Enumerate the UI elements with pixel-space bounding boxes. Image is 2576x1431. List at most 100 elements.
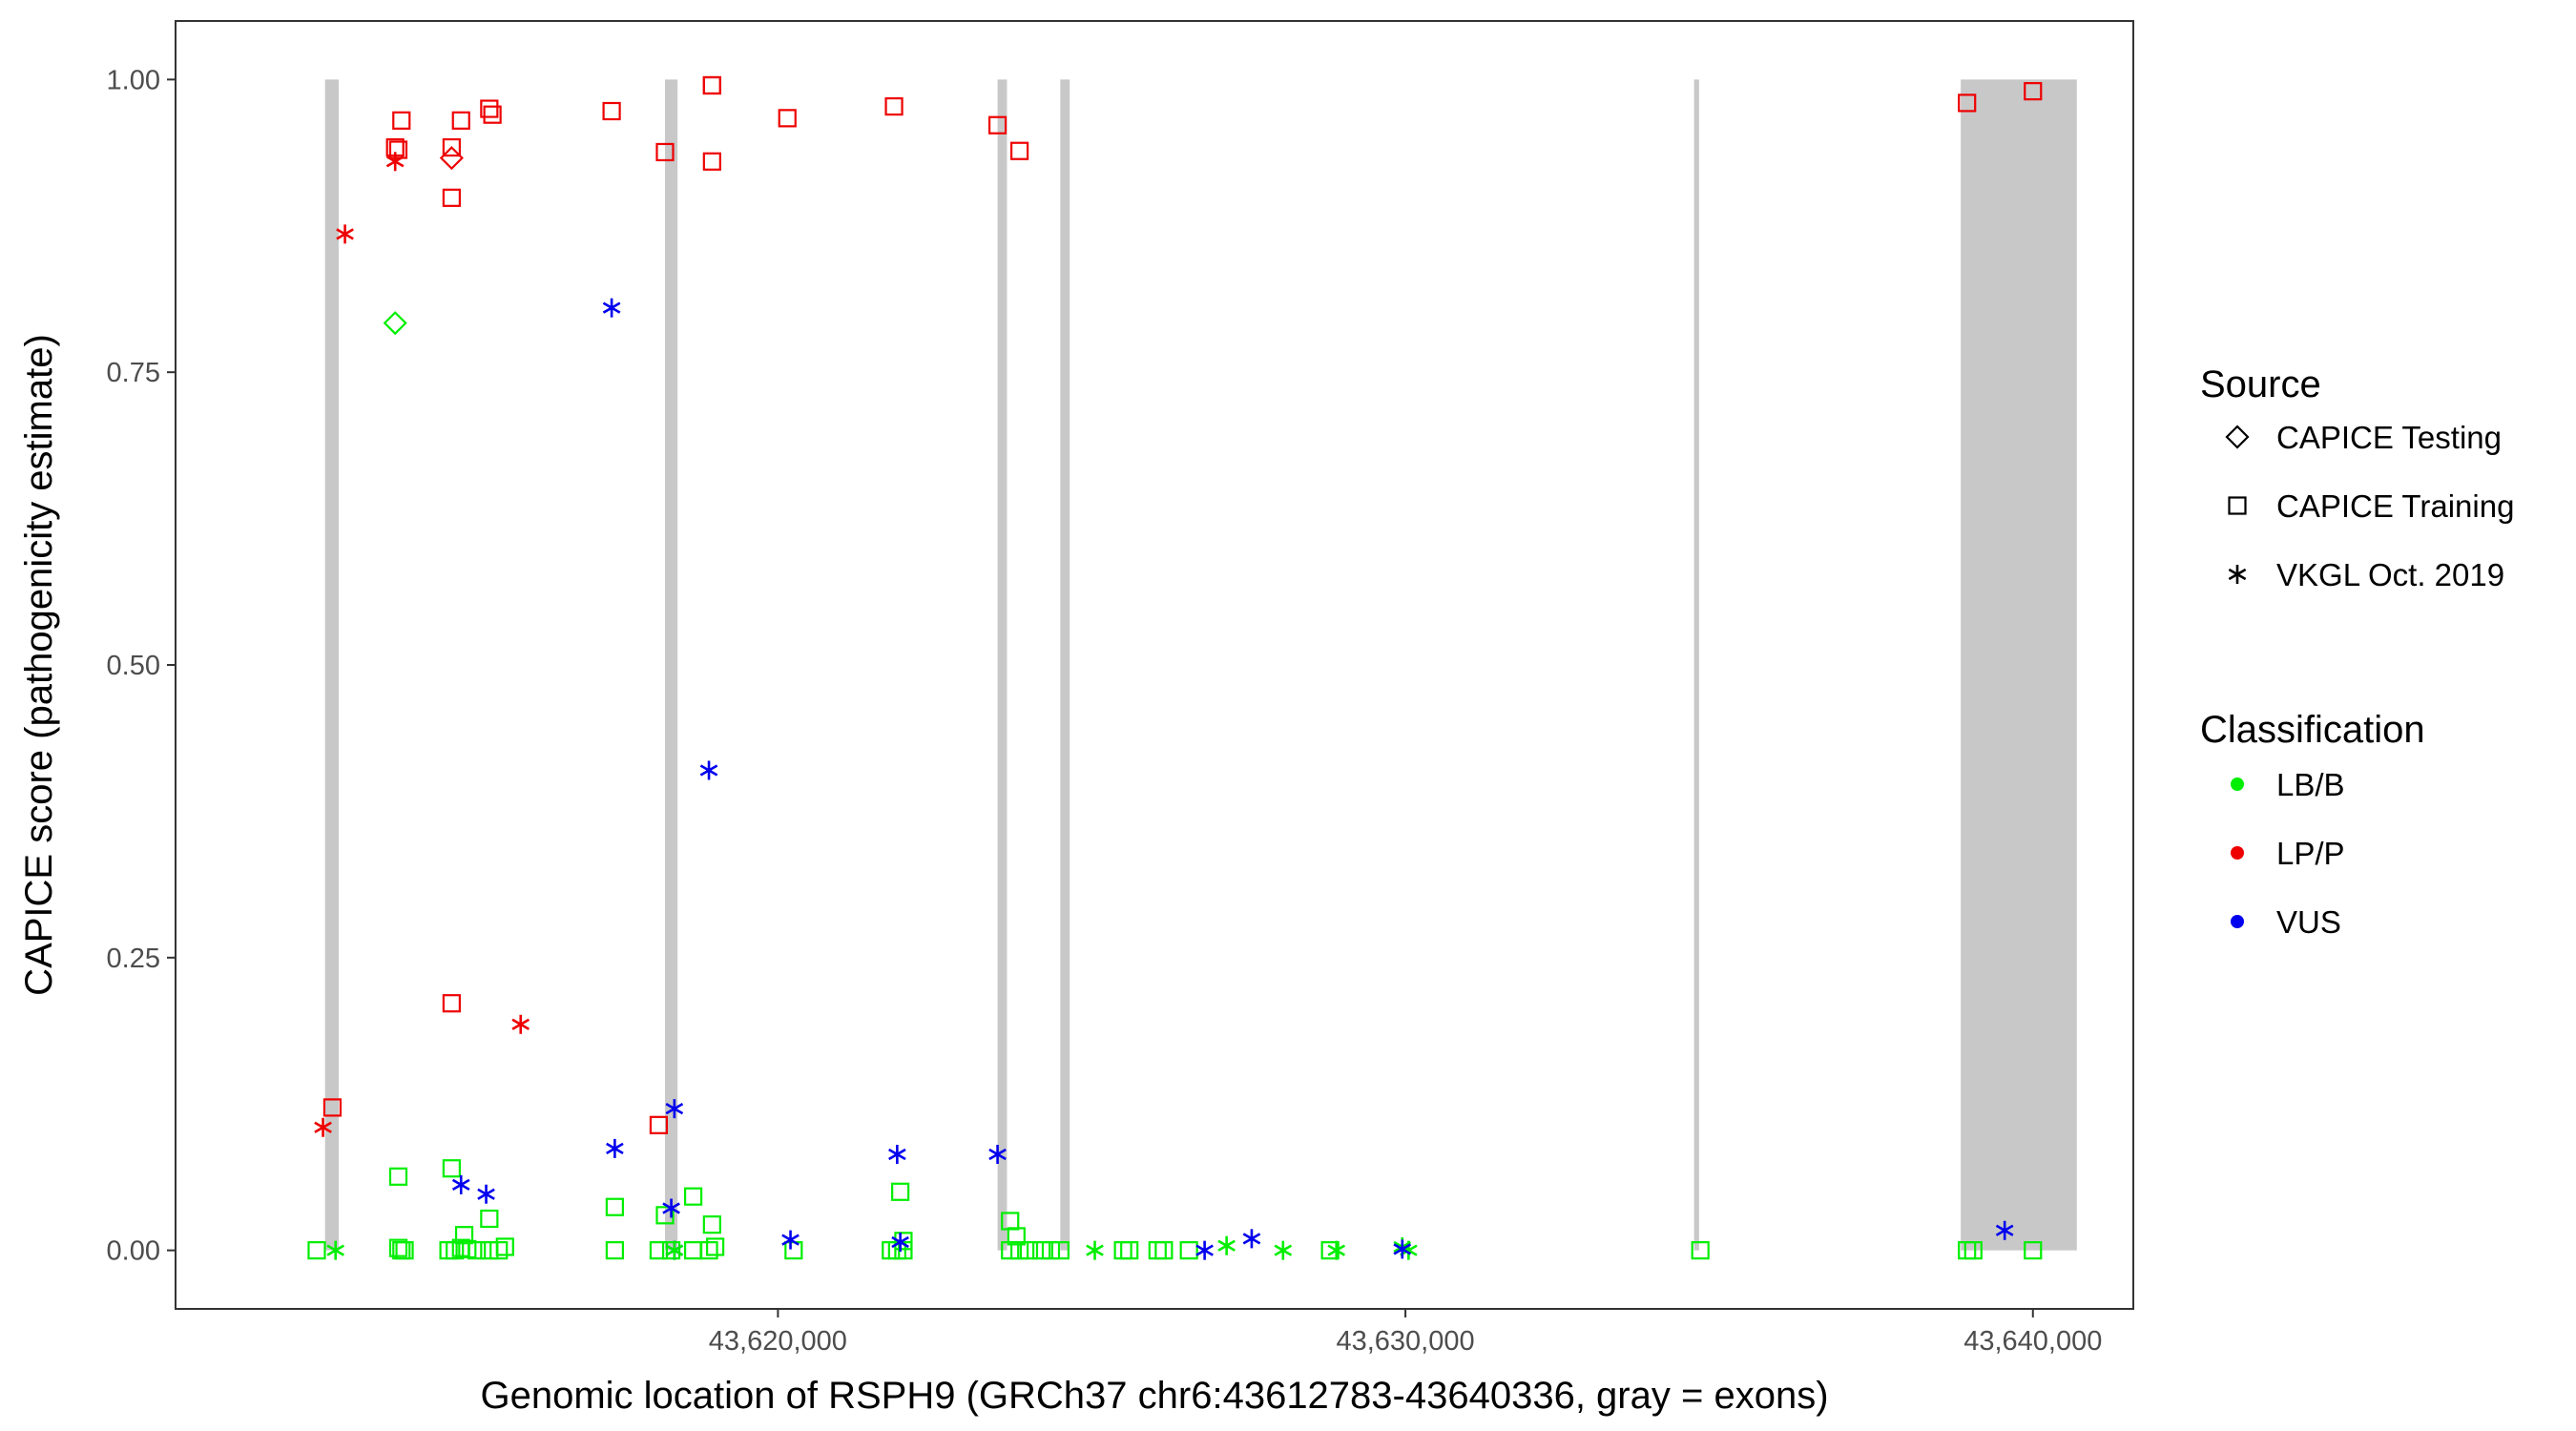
data-point bbox=[388, 1238, 408, 1257]
data-point bbox=[454, 1226, 474, 1245]
data-point bbox=[894, 1241, 913, 1260]
data-point bbox=[1691, 1241, 1710, 1260]
data-point bbox=[336, 224, 354, 244]
data-point bbox=[2024, 82, 2043, 101]
data-point bbox=[1217, 1235, 1236, 1255]
y-tick-label: 0.25 bbox=[107, 944, 160, 974]
data-point bbox=[655, 142, 675, 162]
legend-source-item: CAPICE Testing bbox=[2225, 420, 2502, 455]
data-point bbox=[665, 1099, 684, 1119]
data-point bbox=[442, 188, 461, 207]
data-point bbox=[894, 1232, 913, 1251]
data-point bbox=[1019, 1241, 1039, 1260]
data-point bbox=[891, 1233, 909, 1253]
data-point bbox=[1327, 1240, 1346, 1260]
legend-classification-item: LB/B bbox=[2231, 767, 2345, 802]
data-point bbox=[442, 994, 461, 1013]
data-point bbox=[661, 1241, 681, 1260]
data-point bbox=[458, 1239, 477, 1259]
data-point bbox=[1009, 1241, 1029, 1260]
data-point bbox=[451, 111, 470, 130]
y-tick-label: 1.00 bbox=[107, 65, 160, 95]
data-point bbox=[602, 298, 621, 318]
legend-classification-key bbox=[2231, 915, 2244, 928]
legend: Source CAPICE Testing CAPICE Training VKGL… bbox=[2200, 363, 2514, 940]
data-point bbox=[1086, 1240, 1104, 1260]
data-point bbox=[602, 101, 621, 121]
data-point bbox=[702, 152, 721, 171]
exon-region bbox=[324, 79, 339, 1251]
exon-region bbox=[665, 79, 678, 1251]
legend-classification-key bbox=[2231, 846, 2244, 860]
exon-region bbox=[1693, 79, 1699, 1251]
legend-classification-title: Classification bbox=[2200, 709, 2425, 751]
data-point bbox=[1963, 1241, 1983, 1260]
data-point bbox=[1958, 93, 1977, 113]
legend-classification-item: VUS bbox=[2231, 904, 2341, 940]
data-point bbox=[477, 1184, 495, 1204]
data-point bbox=[483, 105, 502, 124]
data-point bbox=[1274, 1240, 1293, 1260]
data-point bbox=[988, 1145, 1007, 1164]
data-point bbox=[392, 111, 411, 130]
data-point bbox=[480, 1209, 499, 1229]
data-point bbox=[699, 760, 718, 780]
data-point bbox=[891, 1182, 910, 1201]
data-point bbox=[388, 1167, 408, 1186]
legend-classification-items: LB/B LP/P VUS bbox=[2231, 767, 2345, 940]
data-point bbox=[683, 1187, 703, 1206]
exon-region bbox=[997, 79, 1008, 1251]
x-axis-title: Genomic location of RSPH9 (GRCh37 chr6:4… bbox=[480, 1375, 1828, 1417]
data-point bbox=[662, 1198, 680, 1218]
data-point bbox=[1154, 1241, 1174, 1260]
data-point bbox=[385, 152, 405, 172]
data-point bbox=[781, 1230, 800, 1250]
data-point bbox=[1393, 1239, 1412, 1259]
data-point bbox=[1041, 1241, 1061, 1260]
data-point bbox=[439, 146, 464, 171]
legend-source-label: VKGL Oct. 2019 bbox=[2276, 557, 2504, 592]
data-point bbox=[1009, 141, 1029, 160]
data-point bbox=[699, 1241, 718, 1260]
legend-classification-label: LB/B bbox=[2276, 767, 2345, 802]
legend-classification-key bbox=[2231, 778, 2244, 791]
x-tick-label: 43,640,000 bbox=[1963, 1326, 2102, 1357]
data-point bbox=[1120, 1241, 1139, 1260]
exon-regions bbox=[324, 79, 2077, 1251]
data-point bbox=[778, 109, 797, 128]
legend-source-item: CAPICE Training bbox=[2228, 488, 2514, 524]
legend-classification-item: LP/P bbox=[2231, 836, 2345, 871]
data-point bbox=[1007, 1227, 1026, 1246]
legend-source-key bbox=[2228, 565, 2247, 584]
x-axis: 43,620,000 43,630,000 43,640,000 bbox=[709, 1309, 2102, 1357]
exon-region bbox=[1961, 79, 2077, 1251]
y-axis: 0.00 0.25 0.50 0.75 1.00 bbox=[107, 65, 176, 1267]
legend-source-key bbox=[2225, 425, 2250, 449]
data-point bbox=[446, 1241, 465, 1260]
legend-classification-label: LP/P bbox=[2276, 836, 2345, 871]
data-point bbox=[605, 1197, 624, 1216]
data-point bbox=[987, 115, 1008, 135]
data-point bbox=[480, 99, 499, 118]
data-point bbox=[702, 75, 721, 95]
x-tick-label: 43,630,000 bbox=[1336, 1326, 1474, 1357]
data-point bbox=[480, 1241, 499, 1260]
data-point bbox=[442, 1159, 461, 1178]
data-point bbox=[395, 1241, 414, 1260]
data-point bbox=[1179, 1241, 1198, 1260]
data-point bbox=[467, 1241, 487, 1260]
legend-source-label: CAPICE Testing bbox=[2276, 420, 2502, 455]
legend-source-key bbox=[2228, 496, 2247, 515]
data-point bbox=[1995, 1220, 2014, 1240]
data-point bbox=[307, 1241, 326, 1260]
x-tick-label: 43,620,000 bbox=[709, 1326, 847, 1357]
data-point bbox=[511, 1014, 530, 1034]
exon-region bbox=[1060, 79, 1070, 1251]
data-point bbox=[2024, 1241, 2043, 1260]
data-point bbox=[1195, 1240, 1214, 1260]
data-point bbox=[388, 140, 408, 159]
legend-source-item: VKGL Oct. 2019 bbox=[2228, 557, 2504, 592]
data-point bbox=[326, 1240, 345, 1260]
